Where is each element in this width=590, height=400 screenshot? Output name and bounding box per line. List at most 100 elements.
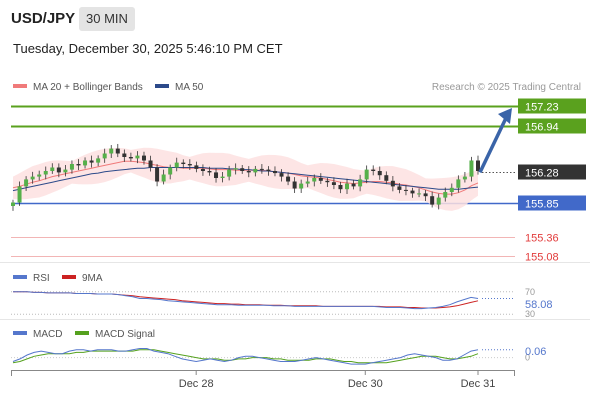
macd-last-value: 0.06 bbox=[525, 346, 546, 358]
candle-body bbox=[148, 160, 153, 168]
candle-body bbox=[30, 176, 35, 180]
candle-body bbox=[266, 169, 271, 171]
candle-body bbox=[272, 171, 277, 174]
last-price-label: 156.28 bbox=[525, 168, 559, 180]
legend-swatch-rsi bbox=[13, 275, 27, 279]
projection-arrow-head bbox=[498, 108, 512, 124]
candle-body bbox=[194, 165, 199, 169]
bollinger-band-fill bbox=[13, 147, 478, 211]
candle-body bbox=[279, 173, 284, 177]
timeframe-button[interactable]: 30 MIN bbox=[79, 7, 135, 31]
rsi-line bbox=[13, 291, 479, 310]
projection-arrow-shaft bbox=[478, 117, 508, 174]
price-series bbox=[11, 143, 480, 211]
candle-body bbox=[443, 192, 448, 198]
candle-body bbox=[305, 181, 310, 184]
candle-body bbox=[83, 160, 88, 166]
rsi-reference-label: 70 bbox=[525, 287, 535, 297]
candle-body bbox=[141, 155, 146, 161]
pivot-label: 155.85 bbox=[525, 199, 559, 211]
credit-text: Research © 2025 Trading Central bbox=[432, 82, 581, 93]
resistance-label-bg bbox=[518, 98, 586, 114]
ma50-line bbox=[12, 167, 479, 192]
last-price-label-bg bbox=[518, 164, 586, 180]
candle-body bbox=[174, 162, 179, 168]
macd-line bbox=[12, 348, 479, 365]
projection bbox=[478, 108, 512, 174]
candle-body bbox=[233, 168, 238, 170]
candle-body bbox=[63, 169, 68, 173]
candle-body bbox=[351, 183, 356, 187]
candle-body bbox=[371, 169, 376, 171]
bollinger-bands bbox=[13, 147, 478, 211]
candle-body bbox=[430, 196, 435, 205]
candle-body bbox=[338, 185, 343, 190]
candle-body bbox=[456, 179, 461, 188]
candle-body bbox=[220, 176, 225, 178]
candle-body bbox=[122, 153, 127, 157]
candle-body bbox=[11, 202, 15, 206]
candle-body bbox=[168, 167, 173, 175]
rsi-last-value: 58.08 bbox=[525, 299, 553, 311]
candle-body bbox=[410, 190, 415, 194]
candle-body bbox=[312, 178, 317, 182]
candle-body bbox=[397, 186, 402, 190]
candle-body bbox=[89, 160, 94, 163]
legend-label-ma50: MA 50 bbox=[175, 82, 204, 93]
candle-body bbox=[109, 148, 114, 154]
candle-body bbox=[286, 176, 291, 182]
macd-panel: 00.06 bbox=[11, 346, 546, 365]
candle-body bbox=[331, 182, 336, 185]
candle-body bbox=[462, 176, 467, 180]
candle-body bbox=[384, 175, 389, 181]
candle-body bbox=[449, 187, 454, 192]
candle-body bbox=[96, 158, 101, 163]
candle-body bbox=[200, 168, 205, 171]
support-label: 155.36 bbox=[525, 233, 559, 245]
resistance-label: 157.23 bbox=[525, 102, 559, 114]
candle-body bbox=[417, 193, 422, 195]
candle-body bbox=[37, 174, 42, 177]
macd-legend: MACD MACD Signal bbox=[13, 329, 155, 340]
support-label: 155.08 bbox=[525, 252, 559, 264]
price-levels bbox=[11, 105, 586, 257]
legend-label-9ma: 9MA bbox=[82, 273, 103, 284]
pivot-label-bg bbox=[518, 195, 586, 211]
candle-body bbox=[43, 171, 48, 175]
candle-body bbox=[135, 155, 140, 159]
x-axis-tick-label: Dec 28 bbox=[179, 378, 214, 390]
candle-body bbox=[102, 153, 107, 159]
candle-body bbox=[214, 172, 219, 178]
candle-body bbox=[207, 171, 212, 173]
candle-body bbox=[76, 164, 81, 166]
candle-body bbox=[227, 169, 232, 177]
legend-label-ma20: MA 20 + Bollinger Bands bbox=[33, 82, 143, 93]
candle-body bbox=[292, 181, 297, 189]
ma20-line bbox=[12, 160, 479, 195]
candle-body bbox=[24, 179, 29, 187]
price-legend: MA 20 + Bollinger Bands MA 50 bbox=[13, 82, 204, 93]
instrument-title: USD/JPY bbox=[11, 10, 76, 27]
candle-body bbox=[423, 193, 428, 197]
legend-swatch-macd-signal bbox=[75, 331, 89, 335]
legend-label-macd: MACD bbox=[33, 329, 62, 340]
candle-body bbox=[17, 186, 22, 203]
candle-body bbox=[155, 167, 160, 182]
candle-body bbox=[358, 179, 363, 187]
candle-body bbox=[390, 180, 395, 187]
candle-body bbox=[318, 178, 323, 181]
x-axis-tick-label: Dec 30 bbox=[348, 378, 383, 390]
rsi-legend: RSI 9MA bbox=[13, 273, 103, 284]
candle-body bbox=[56, 167, 61, 173]
chart-datetime: Tuesday, December 30, 2025 5:46:10 PM CE… bbox=[13, 41, 283, 56]
legend-swatch-macd bbox=[13, 331, 27, 335]
x-axis-tick-label: Dec 31 bbox=[461, 378, 496, 390]
candle-body bbox=[259, 168, 264, 170]
candle-body bbox=[50, 167, 55, 171]
candle-body bbox=[377, 171, 382, 176]
candle-body bbox=[161, 174, 166, 182]
candle-body bbox=[187, 164, 192, 166]
legend-swatch-ma20 bbox=[13, 84, 27, 88]
